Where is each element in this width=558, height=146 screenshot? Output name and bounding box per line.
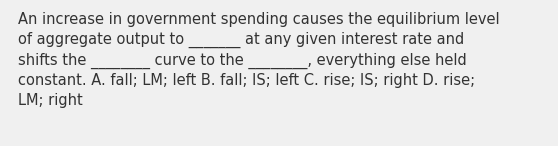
- Text: An increase in government spending causes the equilibrium level
of aggregate out: An increase in government spending cause…: [18, 12, 499, 108]
